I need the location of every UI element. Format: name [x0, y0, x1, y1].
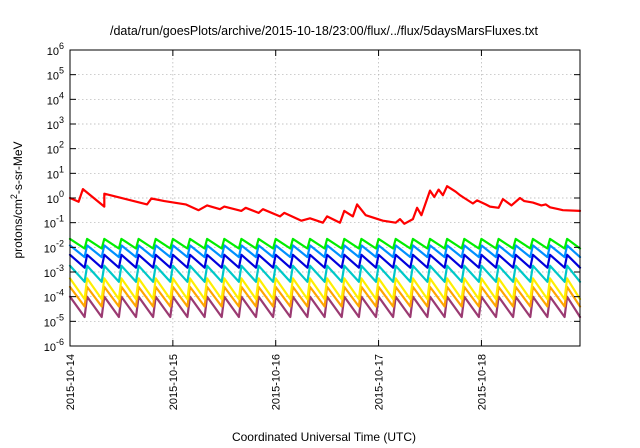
y-tick-label: 100 — [47, 189, 64, 206]
y-tick-label: 10-2 — [44, 238, 64, 255]
y-tick-label: 101 — [47, 164, 64, 181]
y-tick-label: 10-5 — [44, 312, 64, 329]
y-tick-label: 102 — [47, 140, 64, 157]
x-axis-label: Coordinated Universal Time (UTC) — [232, 430, 416, 444]
y-tick-label: 10-3 — [44, 263, 64, 280]
plot-series — [68, 185, 582, 319]
y-tick-label: 10-4 — [44, 288, 64, 305]
series-line — [68, 277, 582, 301]
y-axis-label-rest: -s-sr-MeV — [11, 141, 25, 194]
y-tick-label: 10-6 — [44, 337, 64, 354]
x-tick-label: 2015-10-14 — [65, 354, 77, 410]
series-line — [68, 185, 582, 225]
series-line — [68, 253, 582, 269]
series-line — [68, 244, 582, 259]
y-tick-label: 103 — [47, 115, 64, 132]
series-line — [68, 237, 582, 250]
y-tick-label: 106 — [47, 41, 64, 58]
y-axis-label-sup: 2 — [9, 194, 19, 199]
x-tick-labels: 2015-10-14 2015-10-15 2015-10-16 2015-10-17… — [65, 354, 488, 410]
y-tick-label: 104 — [47, 90, 64, 107]
y-tick-label: 105 — [47, 66, 64, 83]
chart-title: /data/run/goesPlots/archive/2015-10-18/2… — [110, 24, 539, 38]
x-tick-label: 2015-10-18 — [476, 354, 488, 410]
y-tick-labels: 10-6 10-5 10-4 10-3 10-2 10-1 100 101 102 103 104 1… — [44, 41, 64, 354]
ticks — [69, 49, 580, 347]
y-axis-label: protons/cm2-s-sr-MeV — [9, 141, 25, 258]
x-tick-label: 2015-10-17 — [374, 354, 386, 410]
series-line — [68, 295, 582, 319]
x-tick-label: 2015-10-16 — [271, 354, 283, 410]
y-tick-label: 10-1 — [44, 214, 64, 231]
series-line — [68, 264, 582, 283]
y-axis-label-base: protons/cm — [11, 199, 25, 258]
x-tick-label: 2015-10-15 — [168, 354, 180, 410]
